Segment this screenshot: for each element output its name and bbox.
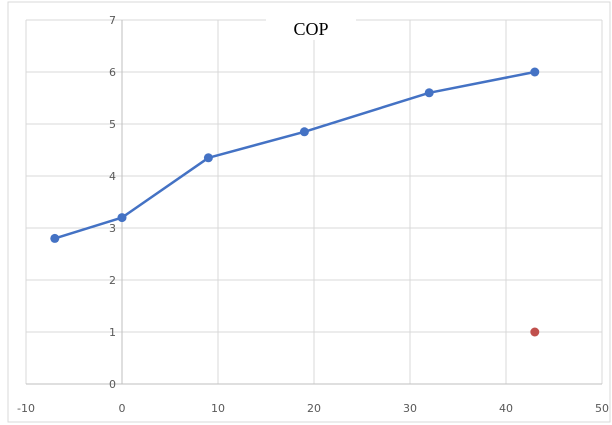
y-tick-label: 2 xyxy=(109,274,116,287)
data-point-0 xyxy=(203,153,213,163)
chart-title-background xyxy=(266,10,356,40)
data-point-0 xyxy=(299,127,309,137)
x-tick-label: -10 xyxy=(17,402,35,415)
chart-border xyxy=(7,1,611,423)
x-tick-label: 50 xyxy=(595,402,609,415)
y-tick-label: 0 xyxy=(109,378,116,391)
x-tick-label: 20 xyxy=(307,402,321,415)
data-point-0 xyxy=(424,88,434,98)
chart-title: COP xyxy=(293,19,328,39)
data-point-0 xyxy=(50,233,60,243)
y-tick-label: 4 xyxy=(109,170,116,183)
x-tick-label: 10 xyxy=(211,402,225,415)
y-tick-label: 7 xyxy=(109,14,116,27)
y-tick-label: 1 xyxy=(109,326,116,339)
series-line-0 xyxy=(53,70,537,240)
y-tick-label: 6 xyxy=(109,66,116,79)
y-tick-label: 3 xyxy=(109,222,116,235)
data-point-0 xyxy=(117,213,127,223)
title-area: COP xyxy=(266,10,356,40)
x-tick-label: 40 xyxy=(499,402,513,415)
series-markers xyxy=(50,67,540,337)
data-point-1 xyxy=(530,327,540,337)
axes xyxy=(26,20,602,385)
y-tick-label: 5 xyxy=(109,118,116,131)
x-tick-label: 0 xyxy=(119,402,126,415)
series-lines xyxy=(53,70,537,240)
tick-labels: -10 0 10 20 30 40 50 0 1 2 3 4 5 6 7 xyxy=(17,14,609,415)
data-point-0 xyxy=(530,67,540,77)
x-tick-label: 30 xyxy=(403,402,417,415)
